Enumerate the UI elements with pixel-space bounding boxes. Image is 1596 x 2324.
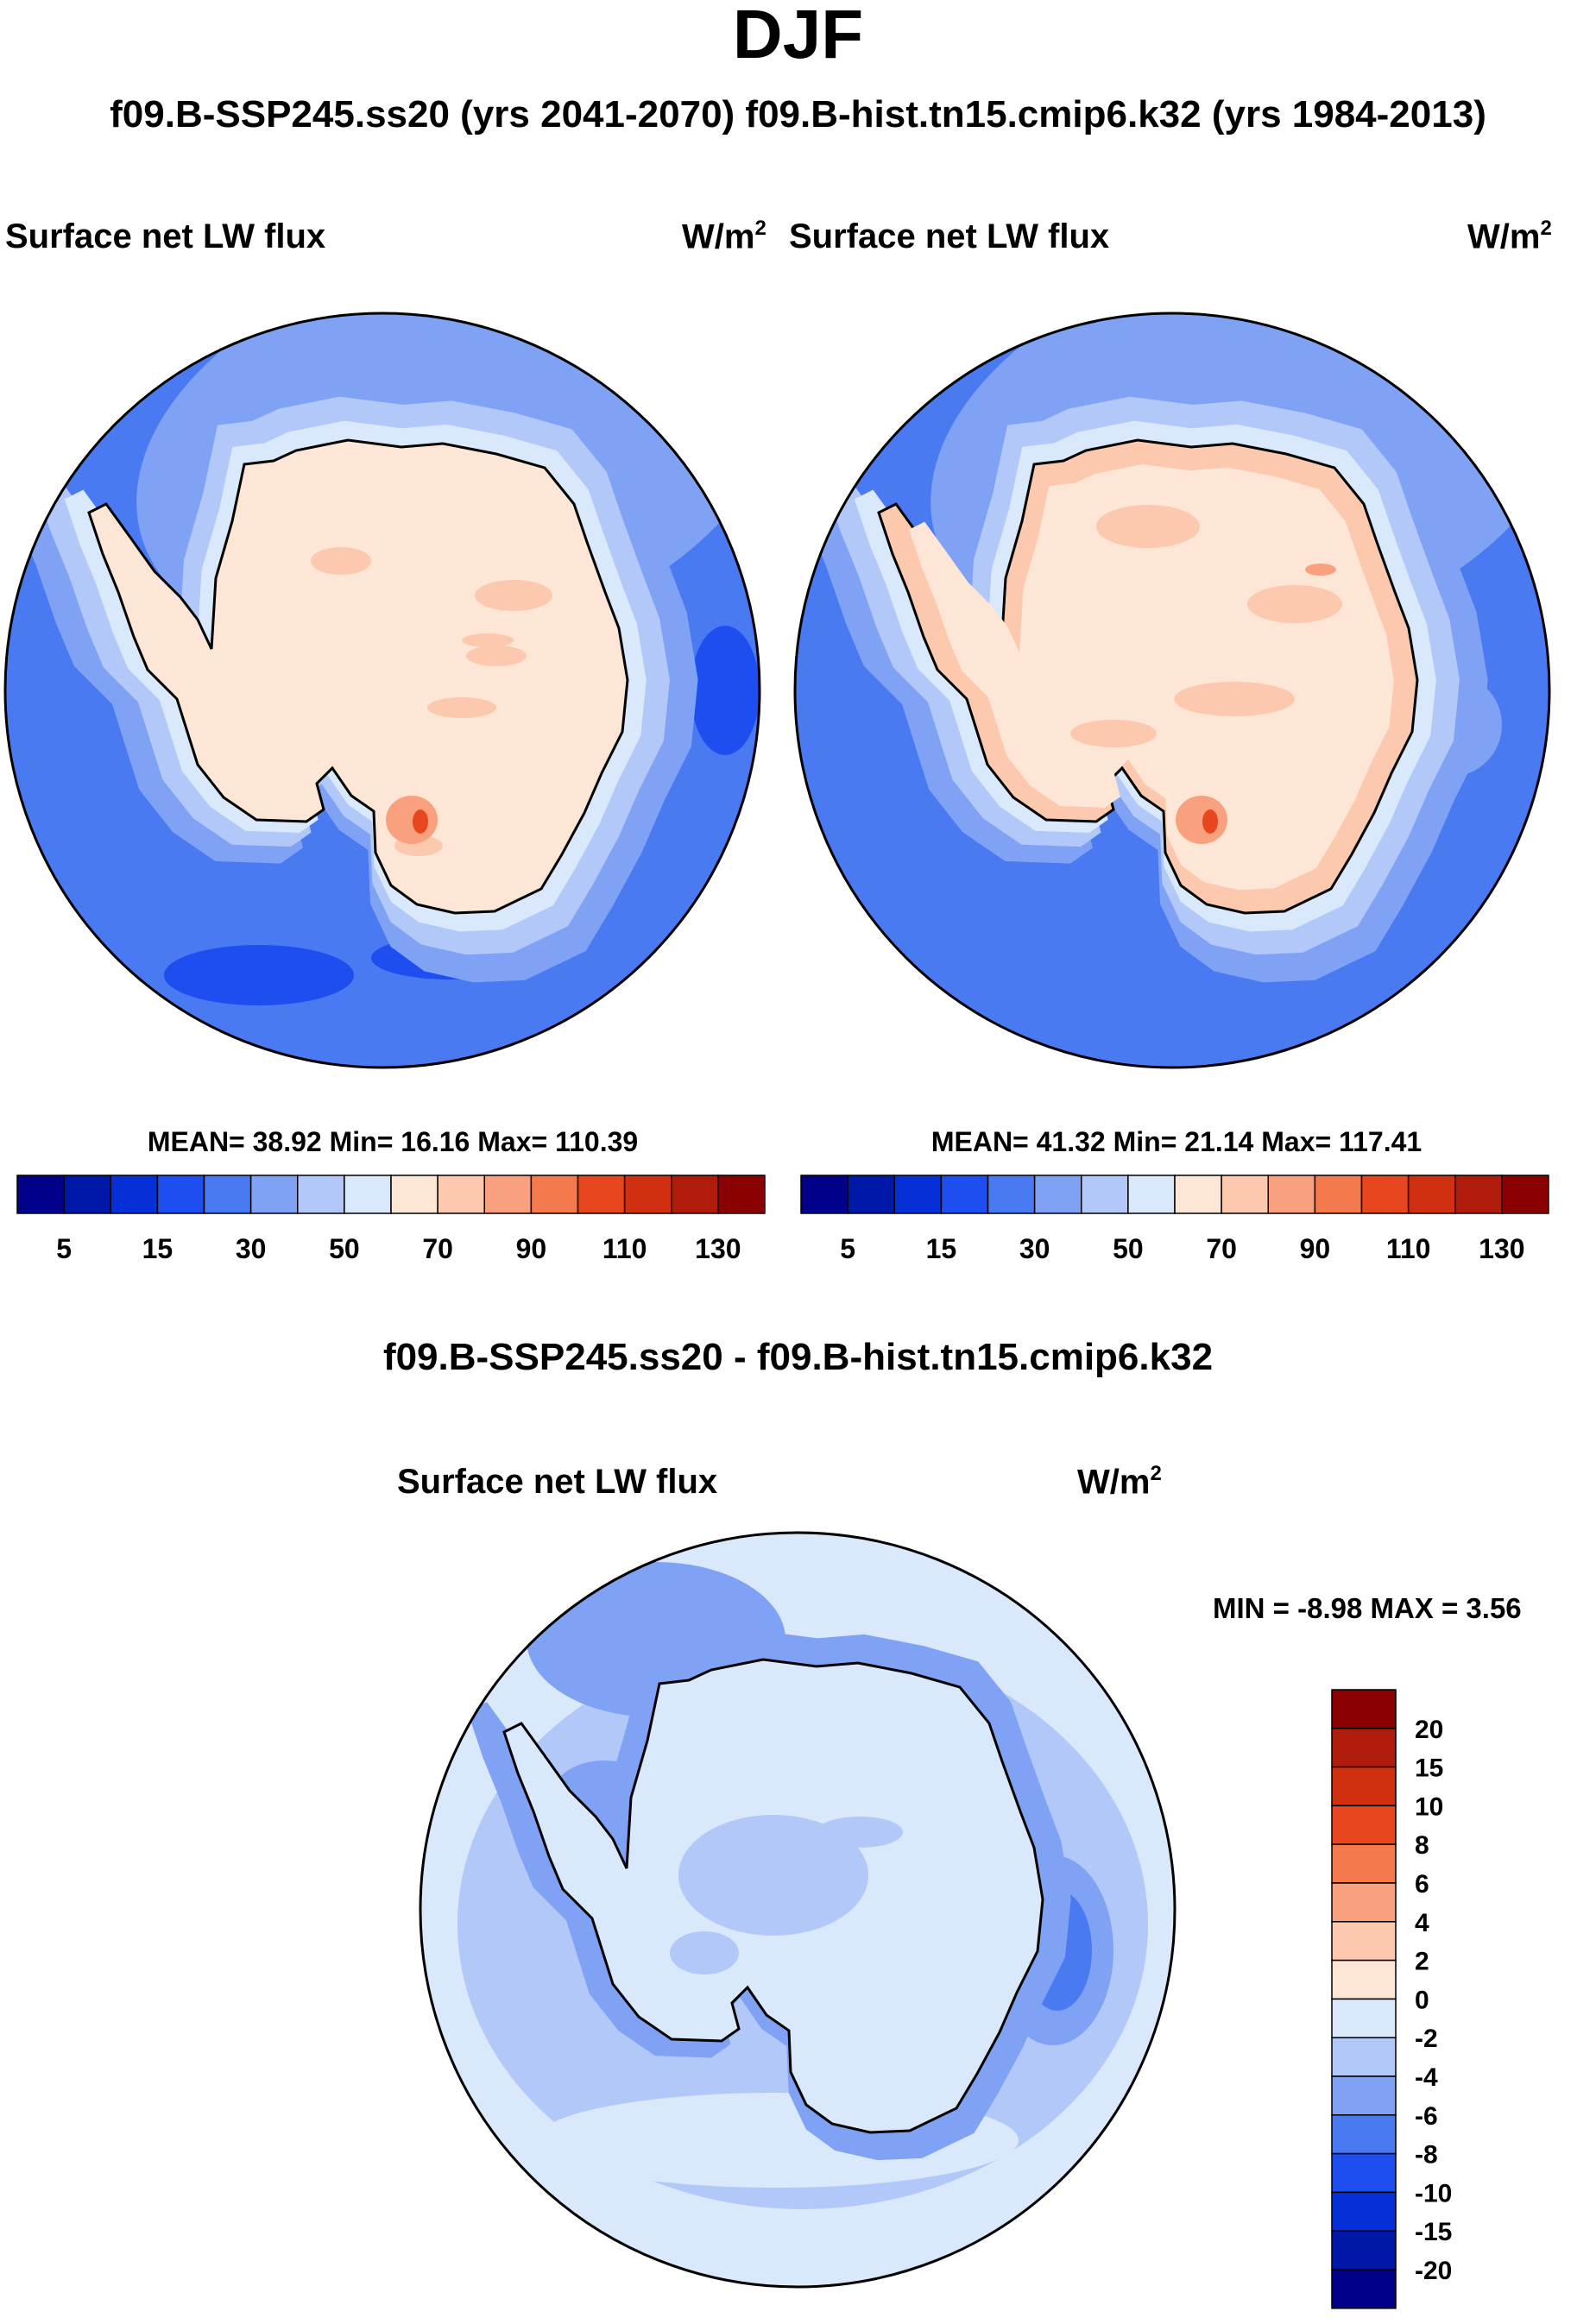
colorbar-tick-label: 30	[236, 1233, 267, 1264]
colorbar-tick-label: 8	[1415, 1831, 1429, 1860]
colorbar-swatch	[344, 1175, 392, 1214]
colorbar-tick-label: 10	[1415, 1792, 1443, 1821]
colorbar-swatch	[671, 1175, 719, 1214]
colorbar-swatch	[1331, 2037, 1397, 2077]
colorbar-swatch	[1314, 1175, 1363, 1214]
right-colorbar: 5 15 30 50 70 90 110 130	[800, 1175, 1549, 1264]
colorbar-swatch	[483, 1175, 533, 1214]
colorbar-tick-label: -6	[1415, 2102, 1438, 2131]
colorbar-tick-label: 4	[1415, 1909, 1429, 1937]
colorbar-swatch	[1331, 1843, 1397, 1884]
colorbar-swatch	[1331, 1921, 1397, 1962]
left-map	[3, 312, 761, 1069]
colorbar-swatch	[530, 1175, 579, 1214]
colorbar-swatch	[297, 1175, 345, 1214]
colorbar-tick-label: 130	[1479, 1233, 1524, 1264]
colorbar-swatch	[1331, 1766, 1397, 1807]
colorbar-tick-label: -20	[1415, 2257, 1452, 2285]
colorbar-tick-label: 110	[1386, 1233, 1431, 1264]
right-panel-stats: MEAN= 41.32 Min= 21.14 Max= 117.41	[930, 1126, 1423, 1157]
colorbar-swatch	[893, 1175, 943, 1214]
colorbar-swatch	[1331, 1804, 1397, 1845]
colorbar-swatch	[110, 1175, 159, 1214]
colorbar-tick-label: -10	[1415, 2179, 1452, 2207]
colorbar-swatch	[156, 1175, 205, 1214]
colorbar-swatch	[1331, 2114, 1397, 2155]
left-colorbar: 5 15 30 50 70 90 110 130	[16, 1175, 766, 1264]
colorbar-tick-label: 70	[422, 1233, 453, 1264]
colorbar-swatch	[1033, 1175, 1082, 1214]
colorbar-swatch	[717, 1175, 766, 1214]
diff-panel-header: f09.B-SSP245.ss20 - f09.B-hist.tn15.cmip…	[382, 1336, 1214, 1378]
colorbar-tick-label: 50	[1113, 1233, 1144, 1264]
colorbar-swatch	[1331, 1998, 1397, 2038]
colorbar-tick-label: -15	[1415, 2218, 1452, 2246]
colorbar-tick-label: 0	[1415, 1986, 1429, 2014]
figure-title: DJF	[732, 0, 864, 72]
colorbar-tick-label: 50	[329, 1233, 360, 1264]
right-panel-variable: Surface net LW flux	[789, 217, 1110, 255]
colorbar-swatch	[1081, 1175, 1129, 1214]
colorbar-swatch	[1331, 1959, 1397, 2000]
colorbar-swatch	[1331, 1882, 1397, 1923]
colorbar-swatch	[203, 1175, 252, 1214]
colorbar-tick-label: 5	[56, 1233, 72, 1264]
diff-panel-variable: Surface net LW flux	[397, 1463, 718, 1501]
colorbar-swatch	[1127, 1175, 1176, 1214]
colorbar-swatch	[1221, 1175, 1269, 1214]
colorbar-swatch	[1174, 1175, 1222, 1214]
left-panel-units: W/m2	[682, 216, 766, 256]
colorbar-tick-label: 90	[516, 1233, 547, 1264]
colorbar-tick-label: 90	[1300, 1233, 1331, 1264]
colorbar-swatch	[1360, 1175, 1410, 1214]
difference-map	[419, 1531, 1176, 2289]
colorbar-swatch	[1454, 1175, 1503, 1214]
right-map	[793, 312, 1551, 1069]
left-panel-variable: Surface net LW flux	[5, 217, 326, 255]
colorbar-swatch	[1331, 1728, 1397, 1768]
colorbar-swatch	[847, 1175, 895, 1214]
colorbar-swatch	[577, 1175, 626, 1214]
colorbar-tick-label: 110	[602, 1233, 647, 1264]
colorbar-swatch	[63, 1175, 111, 1214]
colorbar-swatch	[1331, 1689, 1397, 1729]
colorbar-tick-label: 15	[926, 1233, 957, 1264]
colorbar-tick-label: 15	[1415, 1754, 1443, 1783]
colorbar-swatch	[987, 1175, 1036, 1214]
colorbar-swatch	[940, 1175, 989, 1214]
colorbar-swatch	[1331, 2230, 1397, 2270]
colorbar-swatch	[1331, 2075, 1397, 2116]
colorbar-swatch	[390, 1175, 438, 1214]
left-panel-stats: MEAN= 38.92 Min= 16.16 Max= 110.39	[147, 1126, 639, 1157]
colorbar-swatch	[1331, 2269, 1397, 2309]
colorbar-tick-label: -4	[1415, 2063, 1438, 2092]
colorbar-tick-label: 6	[1415, 1870, 1429, 1899]
colorbar-swatch	[1331, 2191, 1397, 2232]
colorbar-swatch	[800, 1175, 848, 1214]
right-panel-units: W/m2	[1467, 216, 1552, 256]
colorbar-tick-label: 5	[840, 1233, 855, 1264]
colorbar-swatch	[1407, 1175, 1456, 1214]
colorbar-swatch	[1331, 2152, 1397, 2194]
colorbar-tick-label: 20	[1415, 1716, 1443, 1744]
colorbar-tick-label: 70	[1206, 1233, 1237, 1264]
diff-panel-minmax: MIN = -8.98 MAX = 3.56	[1213, 1592, 1522, 1624]
colorbar-tick-label: -2	[1415, 2025, 1438, 2053]
colorbar-swatch	[1267, 1175, 1316, 1214]
colorbar-tick-label: 2	[1415, 1948, 1429, 1976]
colorbar-swatch	[249, 1175, 299, 1214]
colorbar-swatch	[1501, 1175, 1549, 1214]
colorbar-swatch	[16, 1175, 65, 1214]
colorbar-tick-label: -8	[1415, 2141, 1438, 2170]
colorbar-tick-label: 130	[695, 1233, 741, 1264]
colorbar-tick-label: 15	[142, 1233, 173, 1264]
colorbar-swatch	[437, 1175, 485, 1214]
colorbar-swatch	[623, 1175, 672, 1214]
figure-subtitle: f09.B-SSP245.ss20 (yrs 2041-2070) f09.B-…	[110, 93, 1486, 135]
diff-panel-units: W/m2	[1077, 1461, 1162, 1502]
colorbar-tick-label: 30	[1019, 1233, 1050, 1264]
